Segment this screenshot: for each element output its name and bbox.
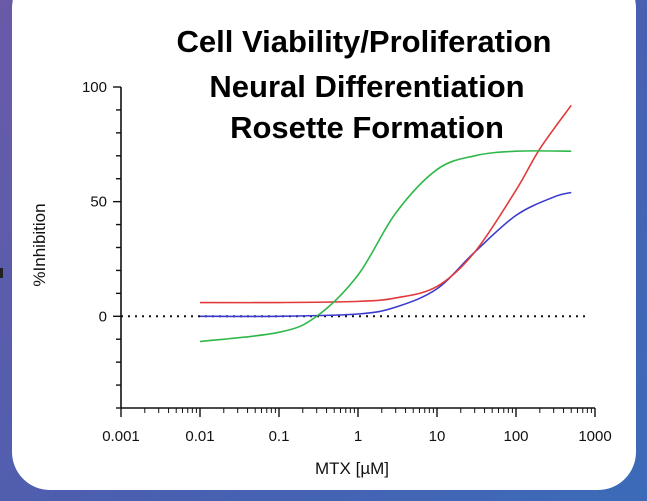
series-rosette-formation-line <box>199 150 572 343</box>
x-tick-label: 0.01 <box>185 428 214 445</box>
y-tick-label: 100 <box>82 79 107 96</box>
x-tick-label: 0.001 <box>102 428 140 445</box>
series-neural-differentiation-line <box>199 104 572 304</box>
x-tick-label: 10 <box>429 428 446 445</box>
y-tick-label: 0 <box>99 308 107 325</box>
title-line-3: Rosette Formation <box>230 110 504 145</box>
y-axis-label: %Inhibition <box>30 203 49 286</box>
x-tick-label: 1 <box>354 428 362 445</box>
series-cell-viability-line <box>199 191 572 318</box>
x-tick-label: 1000 <box>578 428 611 445</box>
title-line-1: Cell Viability/Proliferation <box>177 24 552 59</box>
y-tick-label: 50 <box>90 194 107 211</box>
x-tick-label: 100 <box>503 428 528 445</box>
title-line-2: Neural Differentiation <box>209 69 524 104</box>
x-axis-label: MTX [µM] <box>315 459 389 478</box>
x-tick-label: 0.1 <box>269 428 290 445</box>
edge-mark <box>0 268 3 278</box>
